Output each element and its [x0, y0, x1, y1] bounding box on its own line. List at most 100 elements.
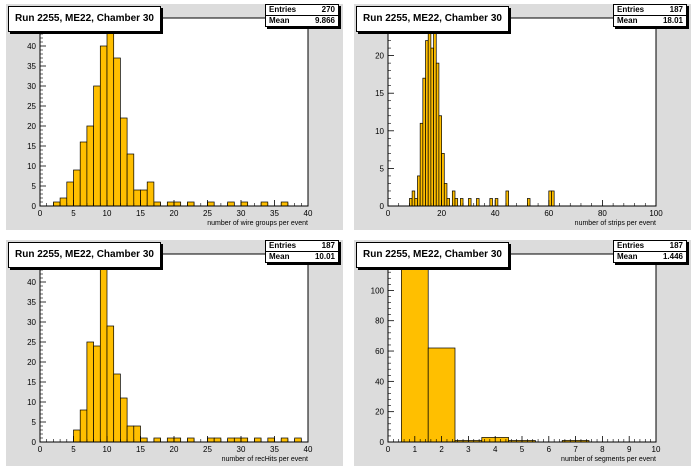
histogram-bar: [280, 201, 289, 207]
entries-value: 187: [669, 241, 683, 250]
histogram-bar: [548, 190, 552, 207]
histogram-bar: [427, 347, 456, 443]
x-tick-label: 30: [237, 445, 246, 454]
histogram-bar: [446, 198, 450, 207]
histogram-bar: [451, 190, 456, 207]
histogram-bar: [86, 125, 94, 207]
y-tick-label: 0: [380, 438, 385, 447]
histogram-bar: [267, 437, 275, 443]
x-tick-label: 30: [237, 209, 246, 218]
histogram-title: Run 2255, ME22, Chamber 30: [356, 6, 509, 32]
y-tick-label: 10: [375, 127, 384, 136]
y-tick-label: 15: [27, 142, 36, 151]
y-tick-label: 40: [27, 42, 36, 51]
histogram-bar: [79, 141, 88, 207]
histogram-bar: [433, 32, 437, 207]
y-tick-label: 5: [380, 164, 385, 173]
histogram-bar: [441, 153, 445, 207]
histogram-bar: [120, 117, 128, 207]
mean-label: Mean: [617, 16, 638, 25]
histogram-bar: [86, 341, 94, 443]
histogram-bar: [53, 201, 61, 207]
histogram-bar: [140, 189, 148, 207]
histogram-pad-segments: 012345678910020406080100120number of seg…: [354, 240, 691, 466]
y-tick-label: 5: [32, 418, 37, 427]
y-tick-label: 0: [32, 438, 37, 447]
histogram-bar: [187, 437, 195, 443]
histogram-title: Run 2255, ME22, Chamber 30: [8, 6, 161, 32]
histogram-bar: [489, 198, 493, 207]
histogram-bar: [419, 122, 424, 207]
histogram-bar: [280, 437, 289, 443]
histogram-bar: [213, 437, 222, 443]
histogram-bar: [173, 201, 182, 207]
histogram-bar: [240, 437, 249, 443]
x-tick-label: 1: [413, 445, 418, 454]
histogram-bar: [153, 437, 161, 443]
histogram-bar: [240, 201, 249, 207]
x-tick-label: 0: [38, 209, 43, 218]
entries-value: 187: [669, 5, 683, 14]
mean-value: 1.446: [662, 252, 683, 261]
histogram-bar: [422, 77, 426, 207]
histogram-bar: [460, 198, 464, 207]
stats-box: Entries 187 Mean 1.446: [613, 240, 687, 263]
histogram-pad-rechits: 0510152025303540051015202530354045number…: [6, 240, 343, 466]
x-tick-label: 15: [136, 209, 145, 218]
histogram-bar: [417, 175, 421, 207]
histogram-bar: [233, 437, 242, 443]
x-tick-label: 20: [437, 209, 446, 218]
x-tick-label: 10: [652, 445, 661, 454]
x-tick-label: 5: [71, 445, 76, 454]
x-tick-label: 9: [627, 445, 632, 454]
entries-label: Entries: [617, 241, 645, 250]
y-tick-label: 30: [27, 318, 36, 327]
x-tick-label: 4: [493, 445, 498, 454]
y-tick-label: 5: [32, 182, 37, 191]
histogram-bar: [93, 345, 101, 443]
histogram-bar: [294, 437, 302, 443]
y-tick-label: 20: [27, 122, 36, 131]
y-tick-label: 20: [375, 52, 384, 61]
x-tick-label: 20: [170, 445, 179, 454]
y-tick-label: 0: [380, 202, 385, 211]
histogram-bar: [106, 25, 115, 207]
mean-value: 18.01: [662, 16, 683, 25]
x-tick-label: 10: [103, 445, 112, 454]
histogram-pad-wire-groups: 0510152025303540051015202530354045number…: [6, 4, 343, 230]
histogram-pad-strips: 0204060801000510152025number of strips p…: [354, 4, 691, 230]
histogram-bar: [401, 262, 429, 443]
y-tick-label: 25: [27, 338, 36, 347]
histogram-bar: [166, 201, 175, 207]
y-tick-label: 15: [375, 89, 384, 98]
y-tick-label: 0: [32, 202, 37, 211]
x-tick-label: 2: [439, 445, 444, 454]
histogram-bar: [99, 45, 108, 207]
x-tick-label: 0: [386, 209, 391, 218]
histogram-bar: [476, 198, 480, 207]
histogram-bar: [414, 198, 418, 207]
histogram-bar: [113, 373, 121, 443]
histogram-plot-strips: 0204060801000510152025number of strips p…: [375, 14, 663, 227]
histogram-bar: [443, 183, 448, 207]
histogram-bar: [173, 437, 182, 443]
y-tick-label: 100: [371, 286, 385, 295]
entries-label: Entries: [617, 5, 645, 14]
histogram-bar: [153, 201, 161, 207]
mean-label: Mean: [617, 252, 638, 261]
x-tick-label: 6: [547, 445, 552, 454]
mean-label: Mean: [269, 16, 290, 25]
histogram-bar: [106, 325, 115, 443]
histogram-bar: [435, 62, 440, 207]
y-tick-label: 60: [375, 347, 384, 356]
x-tick-label: 8: [600, 445, 605, 454]
entries-value: 270: [321, 5, 335, 14]
entries-value: 187: [321, 241, 335, 250]
histogram-bar: [66, 181, 74, 207]
x-tick-label: 80: [598, 209, 607, 218]
entries-label: Entries: [269, 5, 297, 14]
x-tick-label: 20: [170, 209, 179, 218]
histogram-plot-rechits: 0510152025303540051015202530354045number…: [27, 253, 313, 463]
histogram-plot-wire-groups: 0510152025303540051015202530354045number…: [27, 17, 313, 227]
x-tick-label: 25: [203, 209, 212, 218]
